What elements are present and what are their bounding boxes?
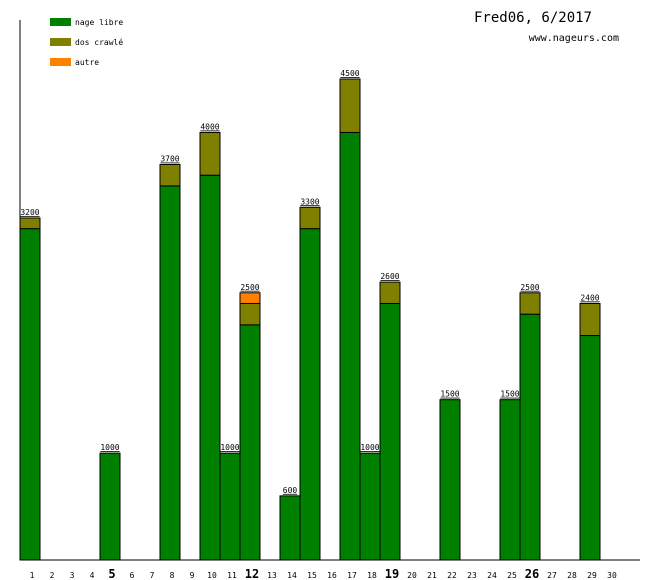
data-label-day26: 2500	[520, 283, 539, 292]
legend-label-1: dos crawlé	[75, 37, 123, 47]
legend-label-2: autre	[75, 58, 99, 67]
x-tick-label: 18	[367, 571, 377, 580]
x-tick-label: 19	[385, 567, 399, 580]
bar-segment-day17-1	[339, 78, 361, 133]
data-label-day18: 1000	[360, 443, 379, 452]
bar-segment-day10-0	[199, 174, 221, 561]
bar-segment-day5-0	[99, 452, 121, 561]
bar-segment-day1-1	[19, 217, 41, 230]
x-tick-label: 15	[307, 571, 317, 580]
bars: 3200 1000 3700 4000 1000 2500 600 3300 4500 1000 2…	[19, 69, 601, 561]
data-label-day19: 2600	[380, 272, 399, 281]
bar-segment-day12-2	[239, 292, 261, 304]
x-tick-label: 16	[327, 571, 337, 580]
bar-segment-day10-1	[199, 131, 221, 176]
x-tick-label: 25	[507, 571, 517, 580]
bar-segment-day8-1	[159, 164, 181, 187]
legend-swatch-0	[50, 18, 71, 26]
data-label-day29: 2400	[580, 293, 599, 302]
legend: nage libre dos crawlé autre	[50, 18, 123, 67]
chart-title: Fred06, 6/2017	[474, 10, 592, 26]
bar-segment-day11-0	[219, 452, 241, 561]
x-tick-label: 30	[607, 571, 617, 580]
x-tick-label: 2	[50, 571, 55, 580]
legend-swatch-1	[50, 38, 71, 46]
x-tick-label: 8	[170, 571, 175, 580]
data-label-day17: 4500	[340, 69, 359, 78]
bar-segment-day12-1	[239, 302, 261, 326]
legend-swatch-2	[50, 58, 71, 66]
x-tick-label: 14	[287, 571, 297, 580]
x-tick-label: 20	[407, 571, 417, 580]
x-tick-label: 4	[90, 571, 95, 580]
x-tick-label: 29	[587, 571, 597, 580]
legend-label-0: nage libre	[75, 18, 123, 27]
bar-segment-day22-0	[439, 399, 461, 561]
data-label-day25: 1500	[500, 390, 519, 399]
x-tick-label: 27	[547, 571, 557, 580]
bar-segment-day29-0	[579, 335, 601, 561]
bar-segment-day12-0	[239, 324, 261, 561]
x-tick-label: 7	[150, 571, 155, 580]
bar-segment-day19-0	[379, 302, 401, 561]
chart-subtitle: www.nageurs.com	[529, 33, 619, 44]
x-tick-label: 28	[567, 571, 577, 580]
data-label-day12: 2500	[240, 283, 259, 292]
bar-segment-day15-1	[299, 206, 321, 230]
x-tick-label: 11	[227, 571, 237, 580]
data-label-day10: 4000	[200, 122, 219, 131]
x-tick-label: 1	[30, 571, 35, 580]
x-tick-label: 10	[207, 571, 217, 580]
bar-segment-day26-0	[519, 313, 541, 561]
bar-segment-day26-1	[519, 292, 541, 315]
x-tick-label: 3	[70, 571, 75, 580]
bar-segment-day17-0	[339, 131, 361, 561]
x-tick-label: 9	[190, 571, 195, 580]
bar-segment-day25-0	[499, 399, 521, 561]
x-tick-label: 26	[525, 567, 539, 580]
x-tick-labels: 1 2 3 4 5 6 7 8 9 10 11 12 13 14 15 16 17 18 19 20 21 22 23 24 2…	[30, 567, 617, 580]
x-tick-label: 12	[245, 567, 259, 580]
data-label-day8: 3700	[160, 155, 179, 164]
data-label-day14: 600	[283, 486, 298, 495]
bar-segment-day15-0	[299, 228, 321, 561]
x-tick-label: 22	[447, 571, 457, 580]
bar-segment-day19-1	[379, 281, 401, 304]
data-label-day5: 1000	[100, 443, 119, 452]
x-tick-label: 17	[347, 571, 357, 580]
data-label-day1: 3200	[20, 208, 39, 217]
bar-segment-day1-0	[19, 228, 41, 561]
data-label-day15: 3300	[300, 197, 319, 206]
bar-segment-day18-0	[359, 452, 381, 561]
bar-segment-day8-0	[159, 185, 181, 561]
bar-segment-day14-0	[279, 495, 301, 561]
x-tick-label: 13	[267, 571, 277, 580]
data-label-day22: 1500	[440, 390, 459, 399]
x-tick-label: 23	[467, 571, 477, 580]
x-tick-label: 5	[108, 567, 115, 580]
data-label-day11: 1000	[220, 443, 239, 452]
x-tick-label: 21	[427, 571, 437, 580]
x-tick-label: 24	[487, 571, 497, 580]
bar-segment-day29-1	[579, 302, 601, 337]
x-tick-label: 6	[130, 571, 135, 580]
